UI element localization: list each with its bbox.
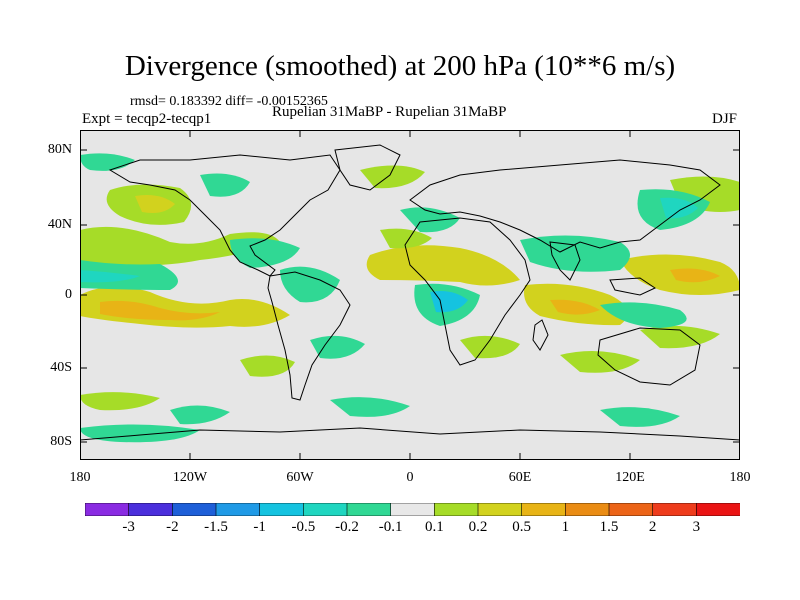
colorbar-label: -1.5 [204, 519, 228, 535]
colorbar-swatch [477, 503, 523, 516]
field-patch [660, 197, 698, 219]
field-patch [200, 173, 250, 197]
colorbar-label: 1.5 [599, 519, 619, 535]
field-patch [640, 325, 720, 349]
colorbar-label: -3 [122, 519, 135, 535]
colorbar-label: 0.2 [468, 519, 488, 535]
colorbar-swatch [521, 503, 567, 516]
colorbar-label: 2 [648, 519, 657, 535]
field-patch [380, 228, 432, 249]
colorbar-swatch [128, 503, 174, 516]
lat-label-80n: 80N [47, 142, 72, 157]
coastline [409, 159, 721, 253]
colorbar-swatch [215, 503, 261, 516]
colorbar-swatch [346, 503, 392, 516]
field-patch [560, 351, 640, 373]
field-patch [600, 407, 680, 427]
field-patch [460, 335, 520, 359]
colorbar-swatch [696, 503, 740, 516]
colorbar-swatch [390, 503, 436, 516]
coastline [108, 154, 341, 277]
field-patch [310, 335, 365, 359]
coastline [609, 277, 657, 296]
experiment-label: Expt = tecqp2-tecqp1 [82, 111, 212, 127]
field-patch [366, 245, 520, 286]
lon-label-60w: 60W [286, 470, 314, 485]
runs-label: Rupelian 31MaBP - Rupelian 31MaBP [272, 104, 507, 120]
lat-label-80s: 80S [50, 434, 72, 449]
colorbar-swatch [434, 503, 479, 516]
colorbar-swatch [652, 503, 698, 516]
colorbar-label: -2 [166, 519, 179, 535]
field-patch [600, 302, 687, 328]
field-patch [100, 300, 220, 321]
map-panel [80, 130, 740, 460]
map-svg [80, 130, 740, 460]
colorbar-swatch [565, 503, 610, 516]
coastline [80, 427, 740, 441]
coastlines [80, 144, 740, 441]
lat-label-40n: 40N [47, 217, 72, 232]
coastline [334, 144, 401, 191]
colorbar-label: 1 [561, 519, 570, 535]
colorbar-swatch [303, 503, 348, 516]
colorbar-swatch [85, 503, 130, 516]
coastline [267, 271, 351, 401]
season-label: DJF [712, 111, 738, 127]
map-background [80, 130, 740, 460]
coastline [549, 241, 581, 281]
field-patch [135, 195, 175, 213]
field-patch [280, 266, 340, 303]
lon-label-60e: 60E [508, 470, 532, 485]
lon-label-0: 0 [406, 470, 414, 485]
colorbar-label: 0.5 [512, 519, 532, 535]
colorbar-label: 0.1 [424, 519, 444, 535]
lon-label-180w: 180 [69, 470, 91, 485]
map-title: Divergence (smoothed) at 200 hPa (10**6 … [124, 50, 676, 82]
field-patch [80, 392, 160, 411]
field-patch [430, 291, 468, 313]
colorbar-label: -0.5 [291, 519, 316, 535]
lat-label-0: 0 [65, 287, 72, 302]
field-patch [360, 165, 425, 189]
lon-label-120e: 120E [615, 470, 645, 485]
colorbar [85, 503, 740, 516]
field-patch [230, 238, 300, 268]
lon-label-120w: 120W [172, 470, 208, 485]
field-patch [80, 270, 140, 283]
colorbar-swatch [608, 503, 654, 516]
lat-label-40s: 40S [50, 360, 72, 375]
stats-text: rmsd= 0.183392 diff= -0.00152365 [130, 94, 328, 109]
coastline [404, 217, 531, 366]
colorbar-label: -0.2 [335, 519, 359, 535]
field-patch [80, 226, 280, 266]
field-patch [670, 268, 720, 283]
colorbar-label: 3 [692, 519, 701, 535]
colorbar-swatch [172, 503, 217, 516]
colorbar-label: -1 [253, 519, 266, 535]
lon-label-180e: 180 [729, 470, 751, 485]
coastline [597, 327, 701, 386]
field-patch [170, 405, 230, 425]
field-patch [550, 299, 600, 315]
colorbar-swatch [259, 503, 305, 516]
coastline [532, 319, 549, 351]
field-patch [240, 355, 295, 377]
field-patch [330, 397, 410, 417]
tick-marks [80, 130, 740, 460]
colorbar-label: -0.1 [378, 519, 403, 535]
